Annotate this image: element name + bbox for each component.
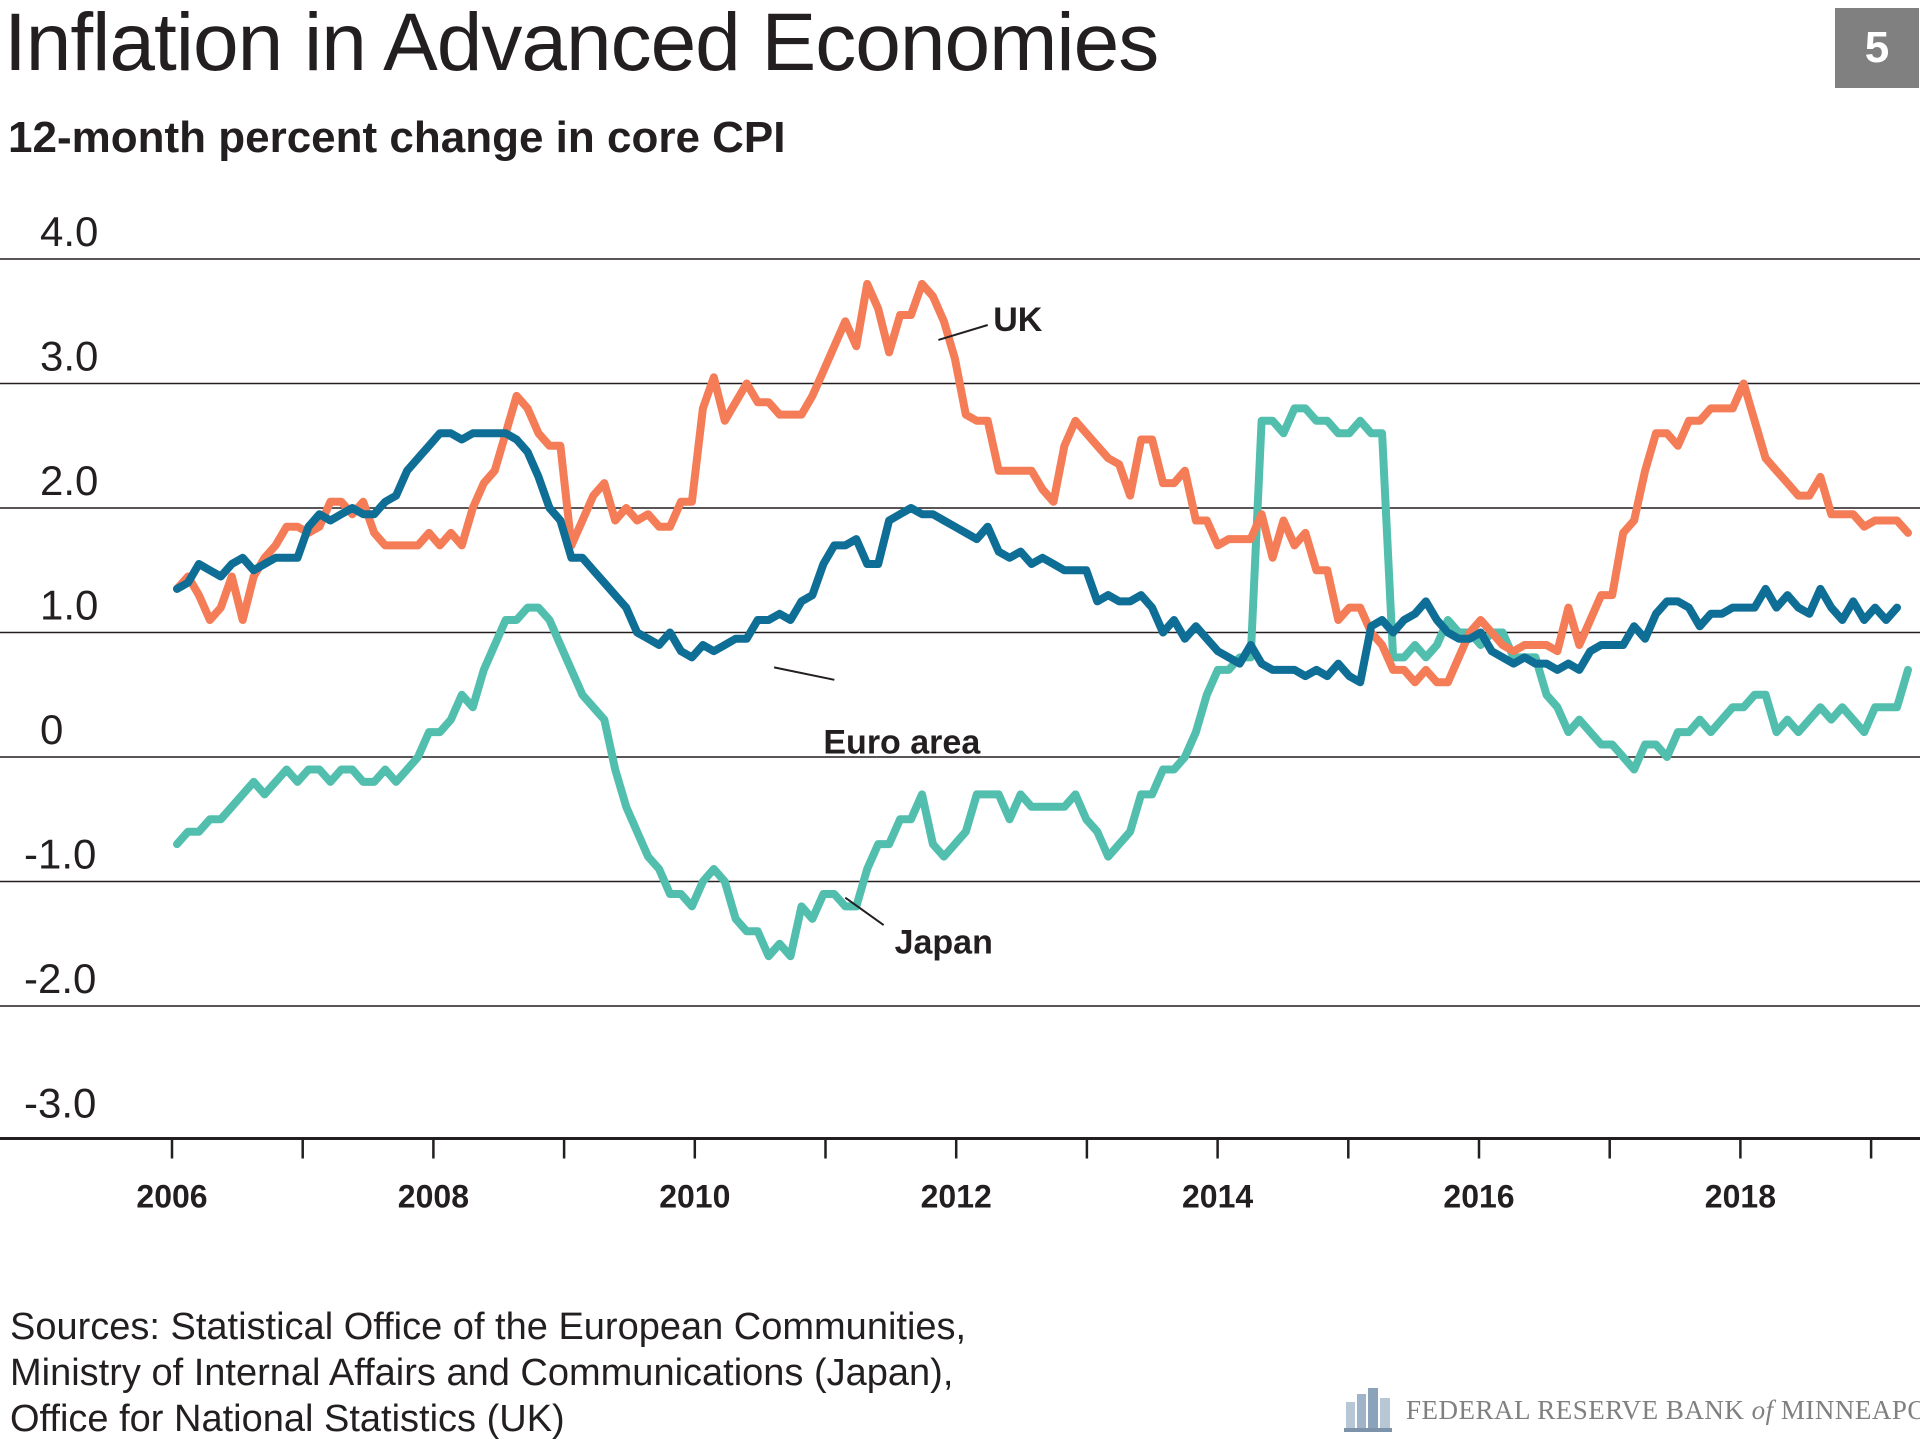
y-tick-label: 1.0 (40, 582, 98, 629)
annotation-leader-japan (844, 896, 885, 926)
series-line-japan (173, 404, 1912, 961)
sources-line: Office for National Statistics (UK) (10, 1398, 565, 1440)
y-axis-tick-labels: 4.0 3.0 2.0 1.0 0 -1.0 -2.0 -3.0 (24, 208, 98, 1127)
chart-title: Inflation in Advanced Economies (4, 0, 1159, 88)
y-tick-label: -1.0 (24, 831, 96, 878)
x-tick-label: 2006 (136, 1179, 207, 1215)
annotation-label-uk: UK (993, 301, 1043, 339)
chart-subtitle: 12-month percent change in core CPI (8, 113, 786, 162)
fed-minneapolis-logo: FEDERAL RESERVE BANK of MINNEAPOLIS (1344, 1388, 1920, 1432)
annotation-label-euro: Euro area (823, 723, 981, 761)
footer-name-part: MINNEAPOLIS (1780, 1394, 1920, 1425)
series-line-uk (173, 279, 1912, 687)
x-tick-label: 2018 (1705, 1179, 1776, 1215)
annotation-label-japan: Japan (895, 924, 993, 962)
x-tick-label: 2008 (398, 1179, 469, 1215)
x-tick-label: 2016 (1443, 1179, 1514, 1215)
annotation-leader-euro (773, 666, 835, 681)
footer-name-of: of (1751, 1394, 1774, 1425)
x-tick-label: 2012 (921, 1179, 992, 1215)
y-tick-label: -3.0 (24, 1080, 96, 1127)
x-tick-label: 2010 (659, 1179, 730, 1215)
sources-note: Sources: Statistical Office of the Europ… (10, 1304, 966, 1442)
building-icon (1344, 1388, 1392, 1432)
series-annotations: UK Euro area Japan (773, 301, 1043, 962)
x-tick-label: 2014 (1182, 1179, 1253, 1215)
y-tick-label: -2.0 (24, 955, 96, 1002)
annotation-leader-uk (938, 324, 989, 341)
y-tick-label: 0 (40, 706, 63, 753)
footer-name-part: FEDERAL RESERVE BANK (1406, 1394, 1745, 1425)
footer-bank-name: FEDERAL RESERVE BANK of MINNEAPOLIS (1406, 1395, 1920, 1426)
figure-number-badge: 5 (1835, 8, 1919, 88)
series-line-euro (173, 429, 1901, 687)
x-axis: 2006 2008 2010 2012 2014 2016 2018 (0, 1137, 1920, 1215)
series-lines (173, 279, 1912, 961)
y-tick-label: 3.0 (40, 333, 98, 380)
y-tick-label: 2.0 (40, 457, 98, 504)
sources-line: Sources: Statistical Office of the Europ… (10, 1306, 967, 1348)
sources-line: Ministry of Internal Affairs and Communi… (10, 1352, 954, 1394)
y-tick-label: 4.0 (40, 208, 98, 255)
